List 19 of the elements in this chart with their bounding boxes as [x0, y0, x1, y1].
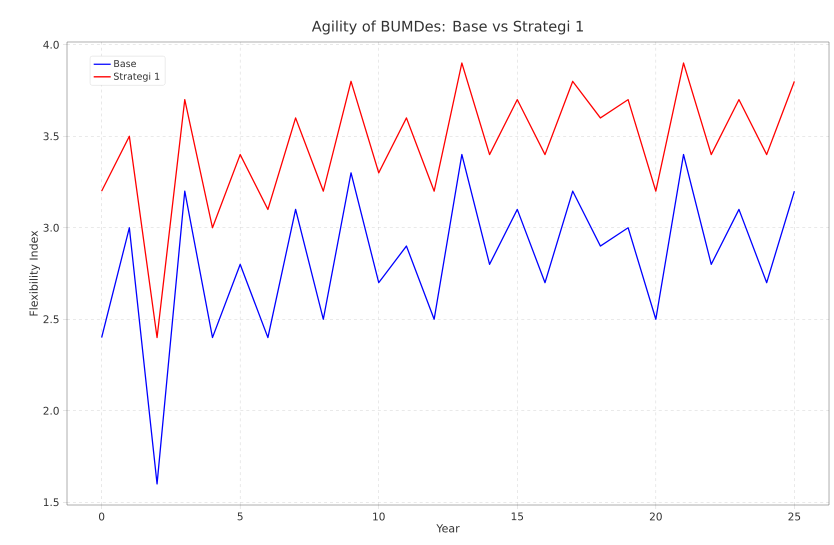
- legend-label: Strategi 1: [114, 72, 160, 82]
- x-tick-label: 25: [788, 512, 800, 520]
- y-tick-label: 3.5: [44, 132, 59, 140]
- y-tick-label: 4.0: [43, 40, 59, 49]
- x-tick-label: 5: [238, 512, 243, 520]
- line-series: [100, 154, 796, 485]
- y-tick-label: 2.0: [44, 406, 59, 415]
- x-tick-label: 0: [98, 512, 104, 520]
- y-tick-label: 3.0: [44, 224, 59, 232]
- legend-label: Base: [114, 60, 136, 68]
- line-series: [100, 62, 796, 338]
- y-axis-title: Flexibility Index: [29, 230, 40, 316]
- x-tick-label: 20: [650, 512, 662, 520]
- x-tick-label: 10: [373, 512, 385, 520]
- x-tick-label: 15: [512, 512, 524, 520]
- x-axis-title: Year: [436, 524, 460, 532]
- chart-title: Agility of BUMDes: Base vs Strategi 1: [312, 20, 583, 34]
- y-tick-label: 1.5: [44, 498, 59, 506]
- y-tick-label: 2.5: [44, 315, 59, 324]
